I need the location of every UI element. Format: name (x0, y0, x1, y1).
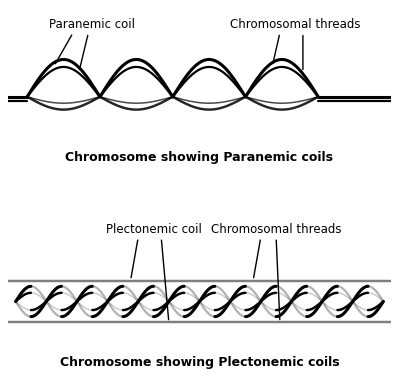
Text: Chromosome showing Paranemic coils: Chromosome showing Paranemic coils (65, 151, 334, 164)
Text: Paranemic coil: Paranemic coil (49, 19, 135, 31)
Text: Plectonemic coil: Plectonemic coil (106, 223, 201, 236)
Text: Chromosomal threads: Chromosomal threads (230, 19, 361, 31)
Text: Chromosome showing Plectonemic coils: Chromosome showing Plectonemic coils (60, 356, 339, 369)
Text: Chromosomal threads: Chromosomal threads (211, 223, 342, 236)
